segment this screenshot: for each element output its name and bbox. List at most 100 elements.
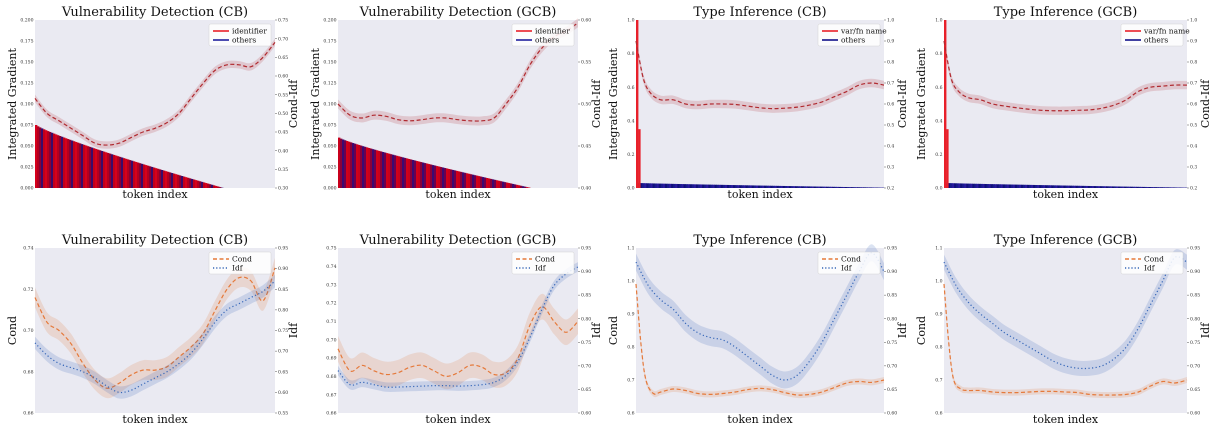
x-axis-label: token index: [727, 188, 793, 201]
chart-panel-top-3: 0.00.20.40.60.81.00.20.30.40.50.60.70.80…: [607, 5, 909, 201]
y2-axis-label: Idf: [590, 322, 603, 338]
chart-panel-top-4: 0.00.20.40.60.81.00.20.30.40.50.60.70.80…: [915, 5, 1212, 201]
y-tick-label: 0.025: [20, 165, 33, 171]
y2-axis-label: Cond-Idf: [896, 79, 909, 128]
y2-tick-label: 0.75: [278, 18, 288, 24]
y-tick-label: 0.66: [326, 411, 336, 417]
y2-tick-label: 0.90: [887, 269, 897, 275]
chart-title: Type Inference (GCB): [994, 5, 1138, 20]
y2-tick-label: 0.60: [581, 411, 591, 417]
x-axis-label: token index: [425, 413, 491, 426]
y2-axis-label: Cond-Idf: [287, 79, 300, 128]
y2-tick-label: 0.3: [887, 165, 894, 171]
x-axis-label: token index: [122, 413, 188, 426]
legend-label: Idf: [232, 264, 244, 273]
legend-label: var/fn name: [1143, 27, 1190, 36]
y2-tick-label: 0.9: [887, 39, 894, 45]
chart-panel-top-2: 0.0000.0250.0500.0750.1000.1250.1500.175…: [309, 5, 603, 201]
y-tick-label: 0.71: [326, 319, 336, 325]
y2-tick-label: 0.45: [278, 130, 288, 136]
y-tick-label: 0.075: [323, 123, 336, 129]
legend-label: Cond: [232, 255, 252, 264]
y-tick-label: 0.100: [20, 102, 33, 108]
y-tick-label: 0.9: [627, 312, 634, 318]
legend-label: others: [232, 36, 256, 45]
chart-title: Vulnerability Detection (CB): [61, 233, 248, 248]
chart-panel-top-1: 0.0000.0250.0500.0750.1000.1250.1500.175…: [6, 5, 300, 201]
y-tick-label: 0.8: [627, 51, 634, 57]
y2-tick-label: 0.95: [581, 246, 591, 252]
chart-panel-bottom-4: 0.60.70.80.91.01.10.600.650.700.750.800.…: [915, 233, 1212, 426]
y2-tick-label: 0.30: [278, 186, 288, 192]
y2-tick-label: 0.75: [887, 340, 897, 346]
y2-tick-label: 0.75: [581, 340, 591, 346]
y-tick-label: 1.0: [935, 18, 942, 24]
legend-label: others: [841, 36, 865, 45]
legend-label: identifier: [232, 27, 267, 36]
y-tick-label: 0.70: [326, 337, 336, 343]
legend-label: others: [535, 36, 559, 45]
chart-panel-bottom-1: 0.660.680.700.720.740.550.600.650.700.75…: [6, 233, 300, 426]
y-tick-label: 0.175: [323, 39, 336, 45]
y2-tick-label: 0.2: [1190, 186, 1197, 192]
chart-title: Vulnerability Detection (GCB): [359, 5, 557, 20]
legend-label: identifier: [535, 27, 570, 36]
y-tick-label: 0.4: [935, 118, 942, 124]
y-tick-label: 0.6: [935, 85, 942, 91]
y2-tick-label: 0.80: [581, 316, 591, 322]
y2-tick-label: 0.85: [1190, 293, 1200, 299]
chart-panel-bottom-2: 0.660.670.680.690.700.710.720.730.740.75…: [326, 233, 603, 426]
y-tick-label: 0.66: [23, 411, 33, 417]
y2-tick-label: 0.60: [278, 390, 288, 396]
y-tick-label: 0.100: [323, 102, 336, 108]
y-tick-label: 0.73: [326, 282, 336, 288]
y-tick-label: 0.4: [627, 118, 634, 124]
y2-tick-label: 0.65: [1190, 387, 1200, 393]
y2-tick-label: 0.70: [887, 363, 897, 369]
y2-tick-label: 0.6: [887, 102, 894, 108]
y-tick-label: 1.0: [935, 279, 942, 285]
y-tick-label: 0.8: [935, 51, 942, 57]
x-axis-label: token index: [727, 413, 793, 426]
y2-tick-label: 0.4: [887, 144, 894, 150]
y2-tick-label: 0.95: [278, 246, 288, 252]
y2-axis-label: Idf: [896, 322, 909, 338]
y2-axis-label: Cond-Idf: [1199, 79, 1212, 128]
y-tick-label: 0.72: [326, 301, 336, 307]
y2-tick-label: 0.65: [581, 387, 591, 393]
y2-tick-label: 0.95: [1190, 246, 1200, 252]
y2-tick-label: 0.7: [887, 81, 894, 87]
y2-tick-label: 0.70: [581, 363, 591, 369]
y-tick-label: 0.7: [627, 378, 634, 384]
y-tick-label: 1.1: [627, 246, 634, 252]
x-axis-label: token index: [1033, 188, 1099, 201]
y2-tick-label: 0.3: [1190, 165, 1197, 171]
y2-tick-label: 0.55: [278, 411, 288, 417]
y-tick-label: 0.9: [935, 312, 942, 318]
chart-panel-bottom-3: 0.60.70.80.91.01.10.600.650.700.750.800.…: [607, 233, 909, 426]
y2-tick-label: 0.55: [581, 60, 591, 66]
y2-tick-label: 0.70: [278, 349, 288, 355]
y-axis-label: Integrated Gradient: [915, 47, 928, 159]
y2-tick-label: 0.40: [278, 148, 288, 154]
legend-label: Cond: [535, 255, 555, 264]
y-tick-label: 0.74: [23, 246, 33, 252]
y-tick-label: 0.8: [627, 345, 634, 351]
y-axis-label: Cond: [915, 316, 928, 345]
y2-tick-label: 0.5: [1190, 123, 1197, 129]
legend-label: Idf: [535, 264, 547, 273]
y2-axis-label: Idf: [287, 322, 300, 338]
y-tick-label: 1.0: [627, 279, 634, 285]
y-tick-label: 0.000: [323, 186, 336, 192]
y-tick-label: 0.150: [20, 60, 33, 66]
y-axis-label: Cond: [607, 316, 620, 345]
chart-title: Type Inference (GCB): [994, 233, 1138, 248]
spike-bar: [638, 129, 640, 188]
y2-tick-label: 0.60: [1190, 411, 1200, 417]
y2-tick-label: 0.90: [1190, 269, 1200, 275]
